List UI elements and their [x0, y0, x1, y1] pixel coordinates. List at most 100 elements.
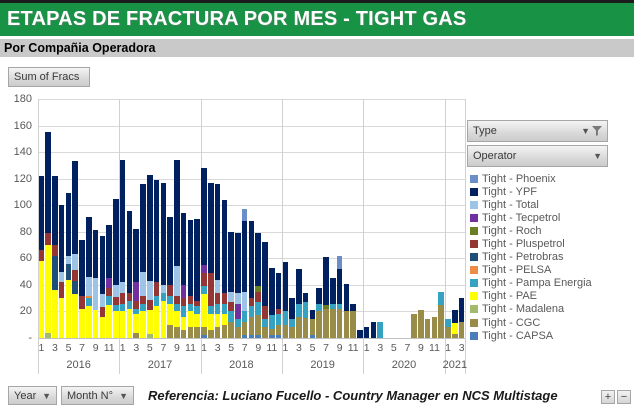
bar-segment [45, 233, 51, 246]
stacked-bar [431, 316, 438, 338]
stacked-bar [153, 180, 160, 338]
bar-segment [140, 295, 146, 304]
stacked-bar [418, 310, 424, 338]
stacked-bar [201, 168, 207, 338]
bar-segment [92, 230, 99, 279]
bar-segment [180, 306, 187, 317]
stacked-bar [357, 330, 363, 338]
legend-label: Tight - CGC [482, 316, 541, 329]
bar-segment [228, 311, 234, 323]
bar-segment [316, 303, 323, 312]
stacked-bar [241, 209, 248, 338]
x-axis-tick-label: 1 [119, 342, 126, 354]
bar-segment [262, 319, 268, 328]
bar-segment [106, 225, 112, 279]
legend-swatch-icon [470, 318, 478, 327]
type-filter-label: Type [473, 125, 497, 137]
x-axis-tick-label: 11 [429, 342, 440, 354]
stacked-bar [411, 314, 417, 338]
bar-segment [58, 205, 65, 272]
bar-segment [363, 327, 370, 338]
bar-segment [221, 324, 228, 338]
bar-segment [309, 310, 316, 320]
bar-segment [248, 221, 255, 299]
bar-segment [153, 282, 160, 296]
bar-segment [377, 322, 384, 338]
bar-segment [140, 271, 146, 296]
bar-segment [113, 296, 119, 305]
bar-segment [208, 182, 214, 273]
year-field-button[interactable]: Year ▼ [8, 386, 57, 405]
x-axis-tick-label: 7 [404, 342, 411, 354]
bar-segment [147, 174, 153, 281]
x-axis-tick-label: 7 [160, 342, 167, 354]
zoom-out-button[interactable]: − [617, 390, 631, 404]
bar-segment [418, 310, 424, 338]
legend-label: Tight - Pluspetrol [482, 238, 565, 251]
bar-segment [92, 278, 99, 311]
bar-segment [241, 209, 248, 222]
bar-segment [214, 292, 221, 304]
bar-segment [72, 254, 79, 271]
bar-segment [187, 219, 194, 296]
bar-segment [255, 302, 262, 316]
stacked-bar [86, 217, 92, 338]
bar-segment [86, 217, 92, 277]
year-label: 2016 [66, 359, 91, 371]
chevron-down-icon: ▼ [119, 390, 128, 401]
bar-segment [241, 311, 248, 323]
bar-segment [302, 302, 309, 319]
bar-segment [86, 276, 92, 296]
bar-segment [92, 310, 99, 338]
bar-segment [52, 290, 58, 338]
stacked-bar [180, 213, 187, 338]
bar-segment [357, 330, 363, 338]
legend-swatch-icon [470, 305, 478, 314]
bar-segment [296, 268, 302, 304]
value-field-button[interactable]: Sum of Fracs [8, 67, 90, 87]
x-axis-tick-label: 5 [65, 342, 72, 354]
bar-segment [160, 292, 167, 301]
bar-segment [282, 311, 289, 325]
bar-segment [370, 322, 377, 338]
year-label: 2017 [147, 359, 173, 371]
bar-segment [201, 286, 207, 295]
operator-field-button[interactable]: Operator ▼ [467, 145, 608, 167]
bar-segment [140, 311, 146, 338]
year-separator-line [363, 99, 365, 374]
x-axis-tick-label: 11 [266, 342, 278, 354]
bar-segment [119, 160, 126, 283]
x-axis-tick-label: 7 [79, 342, 85, 354]
x-axis-tick-label: 3 [377, 342, 384, 354]
bar-segment [275, 335, 282, 338]
type-filter-button[interactable]: Type ▼ [467, 120, 608, 142]
stacked-bar [106, 225, 112, 338]
x-axis-tick-label: 3 [296, 342, 302, 354]
x-axis-tick-label: 3 [52, 342, 58, 354]
stacked-bar [282, 262, 289, 338]
bar-segment [438, 291, 445, 305]
x-axis-tick-label: 9 [255, 342, 262, 354]
month-field-button[interactable]: Month N° ▼ [61, 386, 134, 405]
bar-segment [275, 324, 282, 336]
stacked-bar [269, 267, 275, 338]
bar-segment [187, 311, 194, 328]
bar-segment [458, 322, 465, 338]
bar-segment [133, 308, 140, 315]
legend-item: Tight - PELSA [470, 264, 592, 277]
year-label: 2019 [310, 359, 335, 371]
bar-segment [269, 315, 275, 329]
x-axis-tick-label: 1 [445, 342, 451, 354]
bar-segment [214, 303, 221, 315]
stacked-bar [133, 229, 140, 338]
bar-segment [269, 267, 275, 316]
year-field-label: Year [14, 389, 37, 402]
bar-segment [323, 257, 329, 305]
zoom-in-button[interactable]: + [601, 390, 615, 404]
bar-segment [86, 295, 92, 299]
x-axis-tick-label: 9 [418, 342, 424, 354]
y-axis-tick-label: 20 [19, 305, 32, 318]
bar-segment [201, 265, 207, 273]
bar-segment [241, 335, 248, 338]
bar-segment [174, 303, 180, 312]
